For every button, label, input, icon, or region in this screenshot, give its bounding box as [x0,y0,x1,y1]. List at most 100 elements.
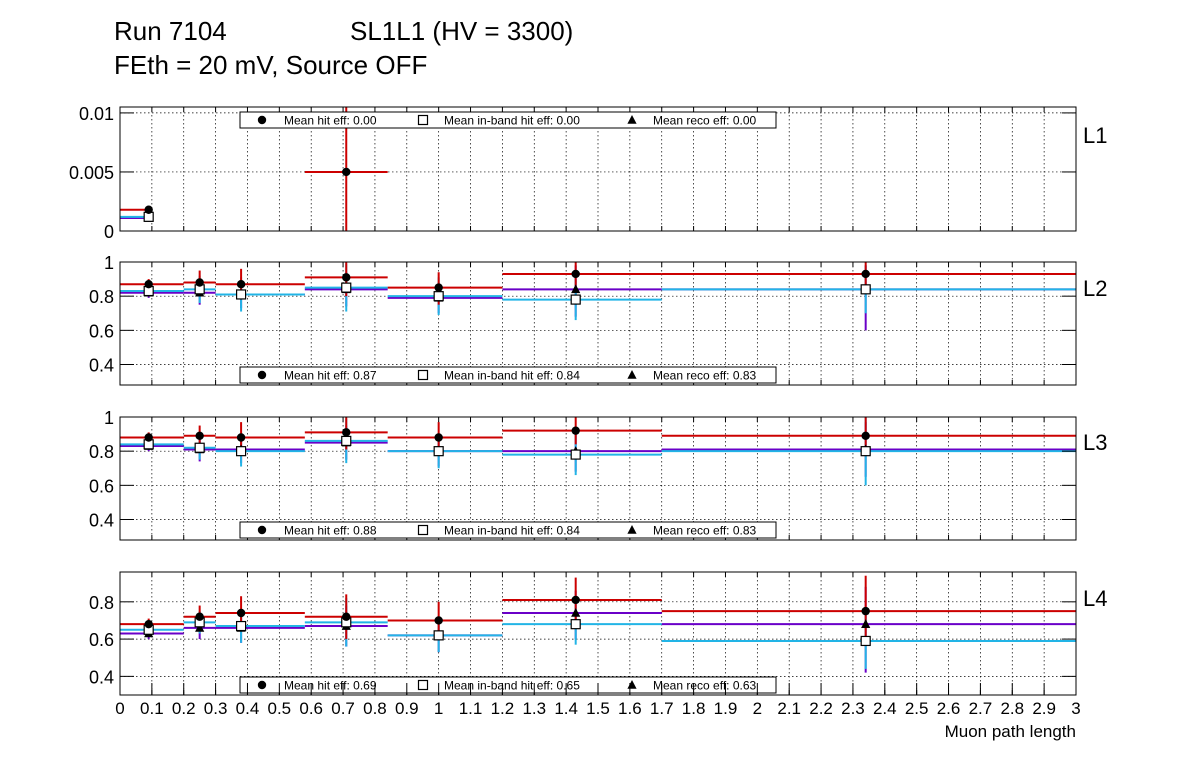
markers-inband [143,435,871,460]
legend-entry-reco: Mean reco eff: 0.00 [653,114,757,128]
inband-marker [433,630,444,641]
panel-l3: 0.4 0.6 0.8 1 L3 Mean hit eff: 0.88 Mean in-ba… [89,408,1107,541]
inband-marker [341,282,352,293]
y-tick-label: 0.4 [89,511,114,531]
hit-marker [257,115,267,125]
title-block: Run 7104 SL1L1 (HV = 3300) FEth = 20 mV,… [0,0,1196,100]
markers-hit [144,269,870,292]
x-tick-label: 2.5 [905,699,929,718]
hit-marker [571,595,580,605]
y-tick-label: 0.01 [79,104,114,124]
x-tick-label: 2.1 [777,699,801,718]
x-tick-label: 1.8 [682,699,706,718]
inband-marker [235,446,247,457]
y-tick-label: 0.4 [89,356,114,376]
hit-marker [236,280,246,289]
x-tick-label: 0.1 [140,699,164,718]
run-label: Run 7104 [114,16,227,46]
legend-entry-inband: Mean in-band hit eff: 0.65 [444,679,580,693]
x-tick-label: 2.7 [969,699,993,718]
inband-marker [417,679,429,691]
legend-box [239,676,777,694]
x-tick-label: 1.4 [554,699,578,718]
markers-hit [144,595,870,629]
x-tick-label: 2.9 [1032,699,1056,718]
legend: Mean hit eff: 0.87 Mean in-band hit eff: … [239,366,777,384]
panel-l1: 0 0.005 0.01 L1 Mean hit eff: 0.00 Mean in-ba… [69,104,1108,242]
panel-label: L2 [1083,276,1107,301]
panel-label: L4 [1083,586,1107,611]
inband-marker [860,635,871,647]
legend-box [239,366,777,384]
markers-hit [144,167,351,214]
y-tick-label: 0.6 [89,630,114,650]
hit-marker [434,433,443,442]
x-tick-label: 0.3 [204,699,228,718]
hit-marker [195,431,204,440]
hit-marker [342,612,351,621]
x-tick-label: 1.2 [491,699,515,718]
hit-marker [342,273,351,282]
legend-entry-hit: Mean hit eff: 0.87 [284,369,377,383]
x-tick-label: 2.6 [937,699,961,718]
x-tick-label: 2.3 [841,699,865,718]
y-tick-label: 0.4 [89,667,114,687]
hit-marker [434,283,443,292]
legend-entry-inband: Mean in-band hit eff: 0.84 [444,524,580,538]
y-tick-label: 0 [104,222,114,242]
x-tick-label: 3 [1071,699,1080,718]
hit-marker [144,433,153,442]
inband-marker [235,620,247,632]
hit-marker [144,205,153,214]
reco-marker [571,284,581,294]
markers-reco [144,437,871,455]
hit-marker [195,612,204,621]
reco-marker [627,525,637,534]
panel-label: L3 [1083,430,1107,455]
y-tick-label: 0.8 [89,593,114,613]
legend-entry-reco: Mean reco eff: 0.83 [653,369,757,383]
inband-marker [194,442,205,453]
legend-entry-hit: Mean hit eff: 0.69 [284,679,377,693]
x-tick-label: 0.8 [363,699,387,718]
hit-marker [861,606,870,616]
hit-marker [571,426,580,435]
inband-marker [417,114,429,126]
inband-marker [860,446,871,457]
legend-entry-reco: Mean reco eff: 0.83 [653,524,757,538]
hit-marker [144,280,153,289]
x-tick-label: 1.1 [459,699,483,718]
x-tick-label: 2.8 [1000,699,1024,718]
y-tick-label: 0.005 [69,163,114,183]
x-tick-label: 2.2 [809,699,833,718]
inband-marker [570,619,581,630]
hit-marker [236,433,246,442]
inband-marker [341,435,352,447]
y-tick-label: 0.6 [89,321,114,341]
inband-marker [570,294,581,305]
chamber-label: SL1L1 (HV = 3300) [350,16,574,46]
inband-marker [417,524,429,536]
x-tick-label: 2 [753,699,762,718]
y-tick-label: 0.6 [89,476,114,496]
inband-marker [433,446,444,457]
x-tick-label: 1.3 [522,699,546,718]
inband-marker [570,449,581,460]
reco-marker [627,115,637,124]
legend-entry-reco: Mean reco eff: 0.63 [653,679,757,693]
legend-entry-hit: Mean hit eff: 0.88 [284,524,377,538]
markers-hit [144,426,870,442]
x-tick-label: 1.7 [650,699,674,718]
series-inband [120,263,1076,321]
hit-marker [236,608,246,618]
legend-box [239,521,777,539]
hit-marker [434,616,443,625]
hit-marker [342,428,351,437]
hit-marker [257,525,267,535]
x-tick-label: 1.9 [714,699,738,718]
x-tick-label: 1 [434,699,443,718]
reco-marker [627,370,637,379]
y-tick-label: 1 [104,408,114,428]
hit-marker [342,167,351,177]
